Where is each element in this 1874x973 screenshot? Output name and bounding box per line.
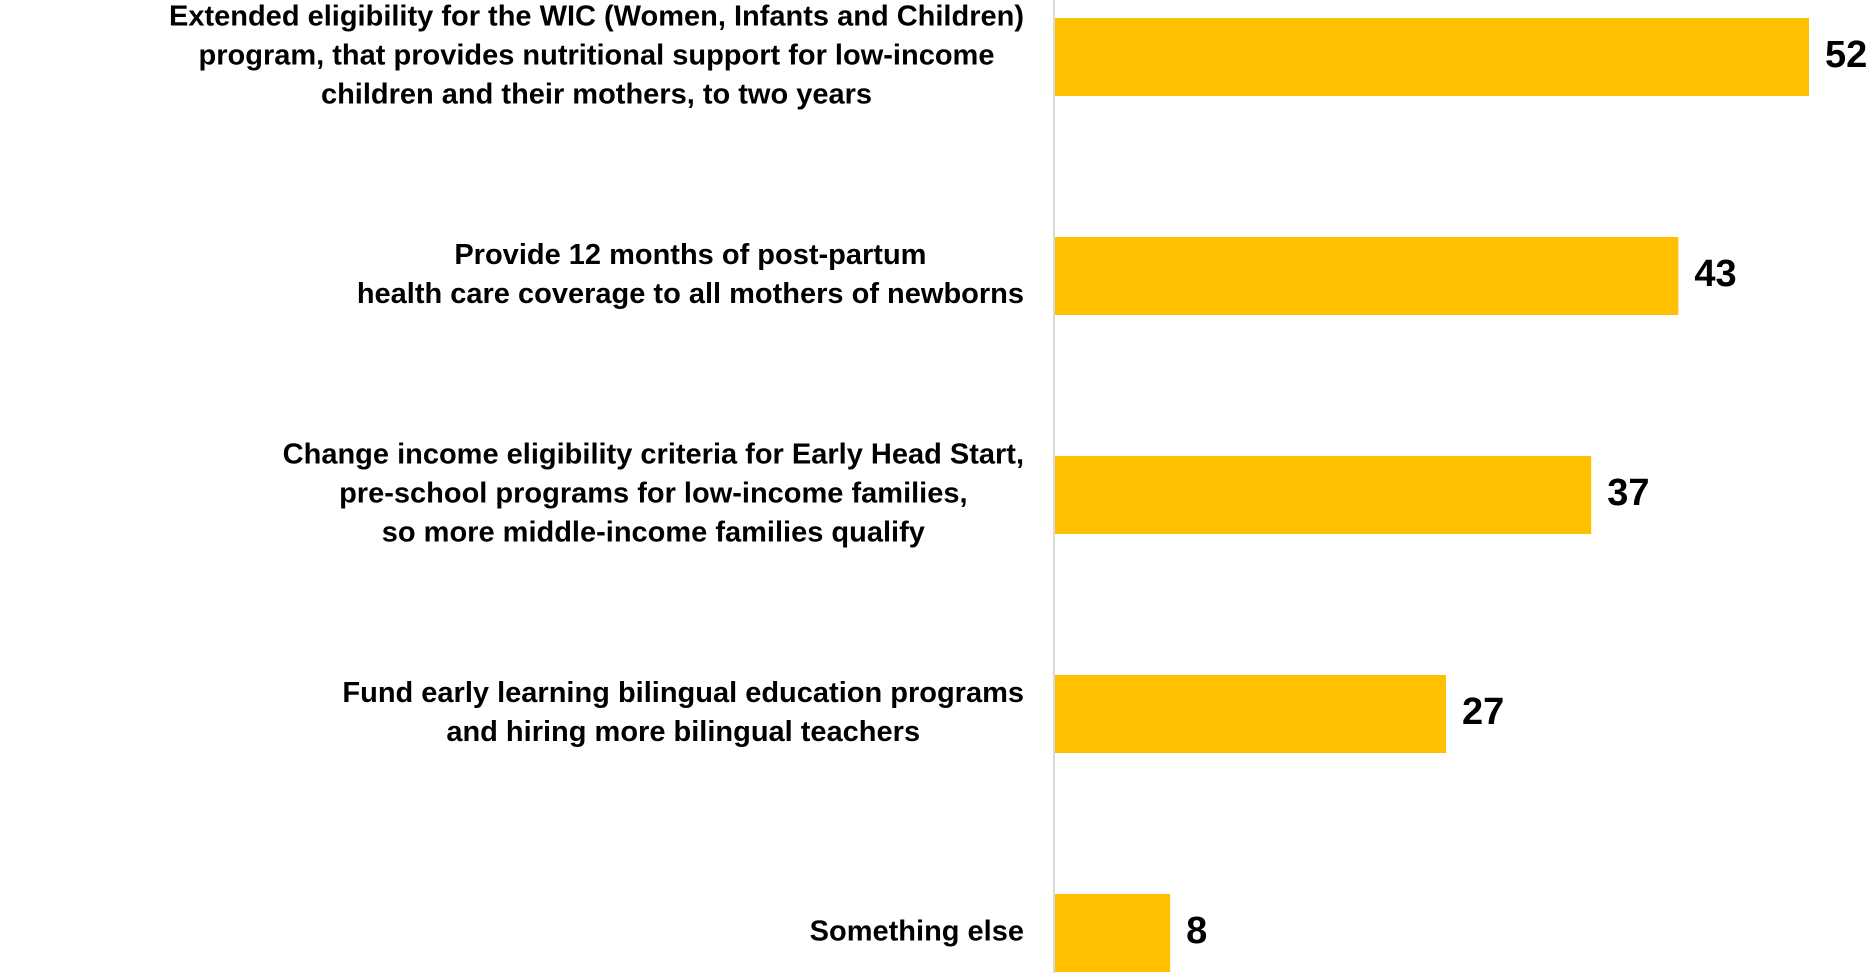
value-label-5: 8 [1186,910,1207,952]
category-label-3: Change income eligibility criteria for E… [283,439,1024,549]
bar-3 [1054,456,1592,534]
bar-5 [1054,894,1171,972]
category-label-1: Extended eligibility for the WIC (Women,… [169,1,1024,111]
value-label-3: 37 [1607,472,1649,514]
value-label-1: 52 [1825,34,1867,76]
value-label-2: 43 [1694,253,1736,295]
category-label-5: Something else [810,916,1024,948]
bars-group [1054,18,1809,972]
value-label-4: 27 [1462,691,1504,733]
bar-4 [1054,675,1447,753]
value-labels-group: 52 43 37 27 8 [1186,34,1867,952]
bar-1 [1054,18,1809,96]
category-labels-group: Extended eligibility for the WIC (Women,… [169,1,1024,948]
bar-2 [1054,237,1679,315]
category-label-2: Provide 12 months of post-partum health c… [357,239,1024,310]
category-label-4: Fund early learning bilingual education … [342,677,1024,748]
